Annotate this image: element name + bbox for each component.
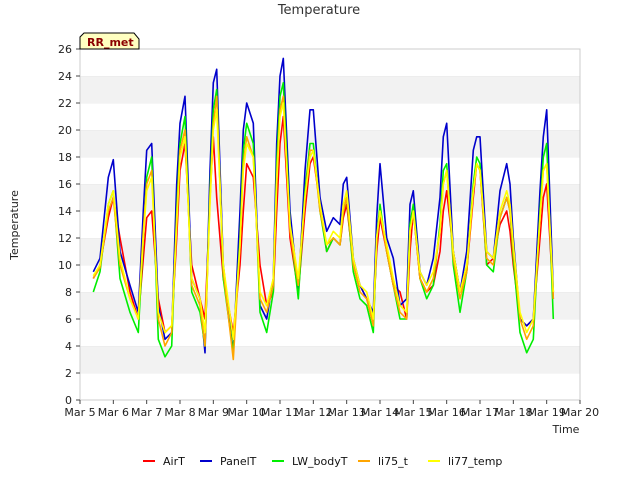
legend-label: LW_bodyT xyxy=(292,455,348,468)
x-tick-label: Mar 11 xyxy=(261,406,299,419)
x-tick-label: Mar 13 xyxy=(328,406,366,419)
x-tick-label: Mar 16 xyxy=(428,406,466,419)
x-tick-label: Mar 19 xyxy=(528,406,566,419)
plot-band xyxy=(80,319,580,346)
y-tick-label: 12 xyxy=(58,232,72,245)
legend-label: AirT xyxy=(163,455,185,468)
y-tick-label: 18 xyxy=(58,151,72,164)
x-tick-label: Mar 18 xyxy=(494,406,532,419)
y-tick-label: 0 xyxy=(65,394,72,407)
y-tick-label: 8 xyxy=(65,286,72,299)
x-tick-label: Mar 8 xyxy=(164,406,195,419)
x-tick-label: Mar 15 xyxy=(394,406,432,419)
x-axis-label: Time xyxy=(552,423,580,436)
x-tick-label: Mar 14 xyxy=(361,406,399,419)
plot-band xyxy=(80,157,580,184)
y-tick-label: 4 xyxy=(65,340,72,353)
x-tick-label: Mar 5 xyxy=(64,406,95,419)
plot-band xyxy=(80,49,580,76)
y-tick-label: 6 xyxy=(65,313,72,326)
series-line-panelt xyxy=(92,57,555,354)
plot-band xyxy=(80,184,580,211)
plot-frame xyxy=(79,48,581,401)
x-tick-label: Mar 12 xyxy=(294,406,332,419)
y-tick-label: 2 xyxy=(65,367,72,380)
plot-bands xyxy=(80,48,580,400)
y-tick-label: 22 xyxy=(58,97,72,110)
y-tick-label: 20 xyxy=(58,124,72,137)
legend-label: li75_t xyxy=(378,455,409,468)
x-tick-label: Mar 9 xyxy=(198,406,229,419)
series-line-li77-temp xyxy=(92,102,555,341)
x-tick-label: Mar 7 xyxy=(131,406,162,419)
legend-label: li77_temp xyxy=(448,455,502,468)
site-label-box xyxy=(79,32,140,50)
site-label: RR_met xyxy=(87,36,134,49)
plot-band xyxy=(80,76,580,103)
site-label-badge: RR_met xyxy=(79,32,140,50)
y-tick-label: 26 xyxy=(58,43,72,56)
x-tick-label: Mar 20 xyxy=(561,406,599,419)
plot-band xyxy=(80,373,580,400)
y-tick-label: 14 xyxy=(58,205,72,218)
series-lines xyxy=(92,57,555,361)
plot-band xyxy=(80,292,580,319)
y-axis-label: Temperature xyxy=(8,190,21,261)
x-tick-label: Mar 6 xyxy=(98,406,129,419)
x-tick-label: Mar 10 xyxy=(228,406,266,419)
legend-label: PanelT xyxy=(220,455,257,468)
plot-band xyxy=(80,346,580,373)
y-tick-label: 24 xyxy=(58,70,72,83)
plot-band xyxy=(80,130,580,157)
legend: AirT PanelT LW_bodyT li75_t li77_temp xyxy=(143,455,502,468)
plot-band xyxy=(80,103,580,130)
plot-band xyxy=(80,265,580,292)
chart-title: Temperature xyxy=(277,3,360,18)
y-tick-label: 10 xyxy=(58,259,72,272)
y-tick-label: 16 xyxy=(58,178,72,191)
x-tick-label: Mar 17 xyxy=(461,406,499,419)
